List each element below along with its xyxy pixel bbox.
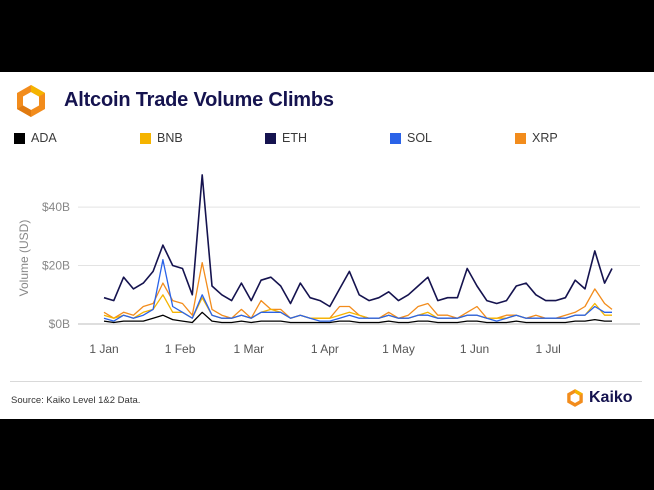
kaiko-logo-icon: [17, 85, 45, 117]
footer-divider: [10, 381, 642, 382]
legend-swatch-ada: [14, 132, 25, 144]
legend-item-ada[interactable]: ADA: [14, 131, 57, 145]
legend-item-sol[interactable]: SOL: [390, 131, 432, 145]
chart-legend: ADA BNB ETH SOL XRP: [0, 131, 654, 149]
chart-card: Altcoin Trade Volume Climbs ADA BNB ETH …: [0, 72, 654, 419]
x-tick-label: 1 Mar: [233, 342, 264, 356]
x-tick-label: 1 May: [382, 342, 415, 356]
legend-label-ada: ADA: [31, 131, 57, 145]
y-tick-label: $0B: [49, 317, 70, 331]
legend-label-bnb: BNB: [157, 131, 183, 145]
series-line-ada: [103, 311, 612, 324]
legend-label-eth: ETH: [282, 131, 307, 145]
x-tick-label: 1 Feb: [165, 342, 196, 356]
chart-title: Altcoin Trade Volume Climbs: [64, 89, 334, 111]
legend-swatch-sol: [390, 132, 401, 144]
x-tick-label: 1 Jun: [460, 342, 489, 356]
legend-swatch-xrp: [515, 132, 526, 144]
legend-item-bnb[interactable]: BNB: [140, 131, 183, 145]
brand-logo: Kaiko: [565, 388, 633, 408]
legend-label-sol: SOL: [407, 131, 433, 145]
legend-item-eth[interactable]: ETH: [265, 131, 307, 145]
legend-label-xrp: XRP: [532, 131, 558, 145]
y-tick-label: $40B: [42, 200, 70, 214]
legend-item-xrp[interactable]: XRP: [515, 131, 558, 145]
y-tick-label: $20B: [42, 259, 70, 273]
x-tick-label: 1 Jul: [536, 342, 561, 356]
volume-line-chart: $0B $20B $40B Volume (USD) 1 Jan 1 Feb 1 Mar 1 …: [17, 174, 640, 356]
brand-name: Kaiko: [589, 389, 633, 406]
series-line-eth: [103, 174, 613, 308]
kaiko-brand-icon: [567, 389, 583, 407]
y-axis-title: Volume (USD): [17, 220, 31, 297]
legend-swatch-bnb: [140, 132, 151, 144]
source-note: Source: Kaiko Level 1&2 Data.: [11, 395, 141, 406]
x-tick-label: 1 Apr: [311, 342, 339, 356]
legend-swatch-eth: [265, 132, 276, 144]
x-tick-label: 1 Jan: [89, 342, 118, 356]
series-line-sol: [103, 259, 612, 322]
